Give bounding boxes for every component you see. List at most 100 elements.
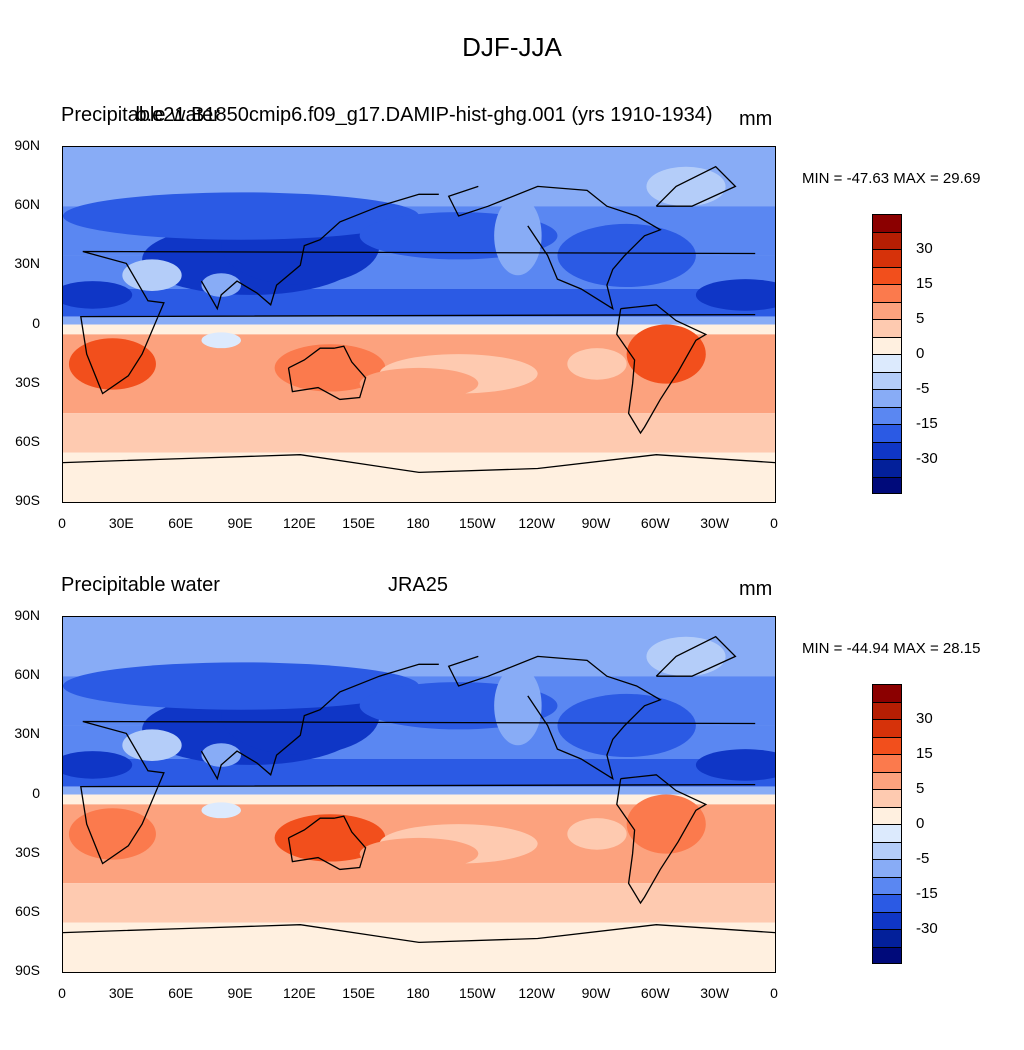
indian-ocean-min xyxy=(201,332,242,349)
lon-tick-label: 150E xyxy=(342,985,375,1001)
tasman xyxy=(359,837,479,870)
colorbar-swatch xyxy=(872,701,902,719)
colorbar-label: 0 xyxy=(916,345,925,362)
lat-tick-label: 90N xyxy=(14,607,40,623)
lat-tick-label: 60S xyxy=(15,432,40,449)
colorbar-swatch xyxy=(872,806,902,824)
colorbar-swatch xyxy=(872,684,902,702)
lon-tick-label: 90W xyxy=(581,515,611,531)
south-america-coast xyxy=(616,304,708,435)
colorbar-swatch xyxy=(872,876,902,894)
colorbar-swatch xyxy=(872,911,902,929)
colorbar-swatch xyxy=(872,336,902,354)
lon-tick-label: 120W xyxy=(518,985,555,1001)
north-america-low xyxy=(557,223,696,288)
colorbar-swatch xyxy=(872,824,902,842)
colorbar-swatch xyxy=(872,929,902,947)
lat-tick-label: 60N xyxy=(14,666,40,683)
lon-tick-label: 180 xyxy=(406,515,430,531)
lat-tick-label: 90S xyxy=(15,492,40,508)
coastlines xyxy=(63,165,775,474)
colorbar-label: -30 xyxy=(916,450,938,467)
colorbar-label: 0 xyxy=(916,815,925,832)
lon-tick-label: 120E xyxy=(282,515,316,531)
lon-tick-label: 120E xyxy=(282,985,316,1001)
lon-tick-label: 30E xyxy=(108,985,134,1001)
lon-tick-label: 60W xyxy=(640,985,670,1001)
band-equator-n xyxy=(63,786,775,795)
lon-tick-label: 120W xyxy=(518,515,555,531)
sahel-min xyxy=(63,751,133,779)
tasman xyxy=(359,367,479,400)
colorbar-swatches xyxy=(872,214,902,494)
colorbar-label: -15 xyxy=(916,415,938,432)
band-antarctic xyxy=(63,922,775,972)
min-max-stats: MIN = -47.63 MAX = 29.69 xyxy=(802,170,981,187)
lon-tick-label: 90E xyxy=(227,515,253,531)
band-equator-s xyxy=(63,324,775,335)
siberia-low xyxy=(63,662,419,710)
colorbar-swatch xyxy=(872,441,902,459)
map-canvas xyxy=(63,147,775,502)
north-america-coast xyxy=(447,655,662,781)
colorbar-swatch xyxy=(872,771,902,789)
colorbar-swatch xyxy=(872,371,902,389)
variable-label: Precipitable water xyxy=(61,104,220,126)
units-label: mm xyxy=(739,108,773,130)
antarctica-coast xyxy=(63,454,775,474)
colorbar-swatch xyxy=(872,284,902,302)
lat-tick-label: 90S xyxy=(15,962,40,978)
lat-tick-label: 30N xyxy=(14,725,40,742)
india-high xyxy=(201,743,242,767)
east-pacific xyxy=(567,818,627,850)
lon-tick-label: 0 xyxy=(770,515,778,531)
lat-tick-label: 30S xyxy=(15,843,40,860)
colorbar-swatch xyxy=(872,736,902,754)
lat-tick-label: 60S xyxy=(15,902,40,919)
colorbar-swatch xyxy=(872,754,902,772)
africa-maximum xyxy=(68,338,156,390)
figure-title: DJF-JJA xyxy=(462,32,562,62)
south-america-coast xyxy=(616,774,708,905)
lat-tick-label: 90N xyxy=(14,137,40,153)
lon-tick-label: 0 xyxy=(770,985,778,1001)
colorbar-label: 30 xyxy=(916,710,933,727)
band-nh-tropics xyxy=(63,759,775,787)
band-sh-mid xyxy=(63,883,775,923)
greenland-coast xyxy=(655,635,737,677)
colorbar-swatch xyxy=(872,459,902,477)
lon-tick-label: 60W xyxy=(640,515,670,531)
siberia-low xyxy=(63,192,419,240)
case-label: JRA25 xyxy=(387,574,449,596)
west-coast-high xyxy=(494,666,542,746)
australia-coast xyxy=(287,815,367,871)
north-america-low xyxy=(557,693,696,758)
africa-maximum xyxy=(68,808,156,860)
colorbar-label: -5 xyxy=(916,380,930,397)
lon-tick-label: 30W xyxy=(700,985,730,1001)
lat-tick-label: 30N xyxy=(14,255,40,272)
colorbar-label: -15 xyxy=(916,885,938,902)
south-america-maximum xyxy=(626,324,706,384)
asia-coast xyxy=(200,663,439,781)
units-label: mm xyxy=(739,578,773,600)
colorbar-label: 5 xyxy=(916,780,925,797)
arabia-high xyxy=(122,259,182,291)
lon-tick-label: 0 xyxy=(58,985,66,1001)
colorbar-label: 5 xyxy=(916,310,925,327)
antarctica-coast xyxy=(63,924,775,944)
lon-tick-label: 150W xyxy=(459,515,496,531)
colorbar-swatch xyxy=(872,894,902,912)
lon-tick-label: 150E xyxy=(342,515,375,531)
lat-tick-label: 30S xyxy=(15,373,40,390)
arabia-high xyxy=(122,729,182,761)
lon-tick-label: 30E xyxy=(108,515,134,531)
west-coast-high xyxy=(494,196,542,276)
coastlines xyxy=(63,635,775,944)
australia-maximum xyxy=(274,814,386,862)
indian-ocean-min xyxy=(201,802,242,819)
band-sh-mid xyxy=(63,413,775,453)
colorbar-swatch xyxy=(872,841,902,859)
sahel-min xyxy=(63,281,133,309)
colorbar-swatch xyxy=(872,266,902,284)
